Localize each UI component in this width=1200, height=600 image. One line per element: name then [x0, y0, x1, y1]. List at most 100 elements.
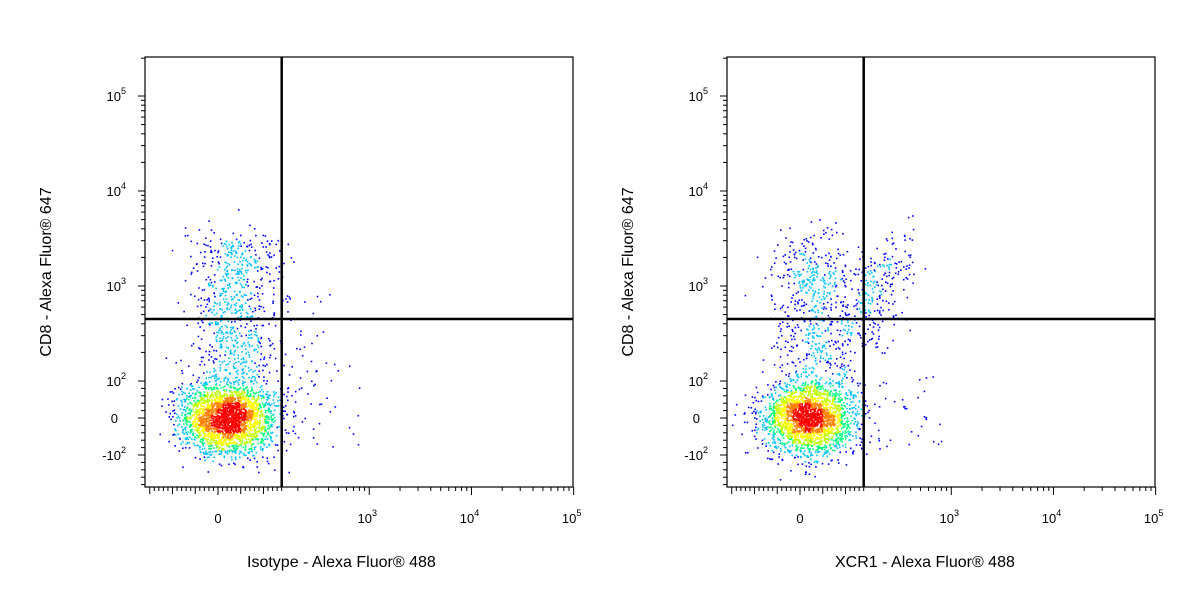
event-dot — [830, 438, 833, 441]
event-dot — [227, 442, 229, 445]
event-dot — [255, 286, 258, 288]
event-dot — [792, 401, 794, 403]
event-dot — [227, 398, 229, 401]
event-dot — [800, 396, 802, 398]
event-dot — [237, 402, 239, 404]
event-dot — [792, 404, 794, 407]
event-dot — [184, 413, 187, 416]
event-dot — [783, 388, 785, 391]
event-dot — [846, 423, 848, 426]
event-dot — [229, 381, 231, 384]
event-dot — [246, 402, 249, 405]
event-dot — [215, 358, 218, 360]
event-dot — [223, 278, 226, 280]
event-dot — [236, 392, 238, 394]
event-dot — [202, 356, 205, 359]
event-dot — [240, 412, 242, 414]
event-dot — [772, 412, 775, 414]
event-dot — [241, 440, 243, 442]
event-dot — [214, 401, 217, 404]
event-dot — [264, 409, 267, 412]
event-dot — [240, 407, 242, 409]
event-dot — [838, 394, 840, 397]
event-dot — [205, 422, 207, 424]
event-dot — [212, 360, 215, 362]
event-dot — [337, 370, 340, 372]
event-dot — [252, 410, 255, 412]
event-dot — [232, 327, 234, 330]
event-dot — [249, 441, 251, 443]
event-dot — [242, 259, 244, 262]
event-dot — [247, 441, 249, 443]
event-dot — [804, 440, 806, 442]
event-dot — [823, 397, 826, 400]
event-dot — [300, 330, 302, 333]
event-dot — [209, 420, 211, 423]
event-dot — [266, 396, 269, 399]
event-dot — [189, 432, 191, 434]
event-dot — [211, 451, 214, 453]
event-dot — [249, 422, 252, 425]
event-dot — [195, 406, 198, 408]
event-dot — [243, 414, 245, 416]
event-dot — [234, 381, 237, 383]
event-dot — [278, 426, 280, 428]
event-dot — [246, 373, 248, 375]
event-dot — [238, 395, 240, 398]
event-dot — [835, 435, 838, 437]
event-dot — [792, 434, 795, 436]
event-dot — [778, 453, 781, 455]
event-dot — [818, 383, 821, 385]
event-dot — [291, 366, 293, 368]
event-dot — [200, 418, 203, 421]
event-dot — [249, 256, 252, 259]
event-dot — [783, 403, 785, 405]
event-dot — [206, 386, 208, 389]
event-dot — [250, 405, 253, 407]
event-dot — [820, 420, 822, 422]
event-dot — [256, 373, 259, 376]
event-dot — [251, 315, 254, 317]
event-dot — [247, 457, 249, 460]
event-dot — [232, 386, 235, 388]
event-dot — [834, 424, 836, 427]
event-dot — [836, 433, 838, 436]
event-dot — [266, 457, 268, 459]
event-dot — [843, 426, 846, 429]
event-dot — [189, 413, 191, 416]
event-dot — [231, 423, 233, 425]
event-dot — [235, 302, 238, 304]
event-dot — [205, 381, 207, 383]
event-dot — [833, 432, 835, 434]
event-dot — [277, 278, 280, 280]
event-dot — [184, 392, 186, 395]
event-dot — [249, 404, 251, 406]
event-dot — [262, 324, 265, 327]
event-dot — [222, 417, 224, 420]
event-dot — [207, 405, 209, 408]
event-dot — [229, 408, 231, 411]
event-dot — [262, 434, 264, 436]
event-dot — [240, 335, 243, 337]
event-dot — [270, 410, 272, 412]
event-dot — [253, 325, 256, 327]
event-dot — [255, 348, 257, 351]
event-dot — [294, 401, 297, 403]
event-dot — [303, 346, 306, 348]
event-dot — [277, 405, 280, 407]
event-dot — [277, 449, 279, 452]
event-dot — [273, 393, 276, 395]
event-dot — [793, 396, 796, 398]
event-dot — [186, 418, 189, 421]
event-dot — [263, 418, 266, 420]
event-dot — [220, 343, 222, 345]
event-dot — [211, 391, 214, 393]
event-dot — [287, 399, 289, 402]
event-dot — [232, 269, 234, 272]
event-dot — [231, 416, 233, 418]
event-dot — [252, 425, 254, 428]
event-dot — [226, 410, 229, 413]
event-dot — [240, 416, 242, 419]
event-dot — [261, 277, 263, 280]
event-dot — [209, 322, 212, 325]
